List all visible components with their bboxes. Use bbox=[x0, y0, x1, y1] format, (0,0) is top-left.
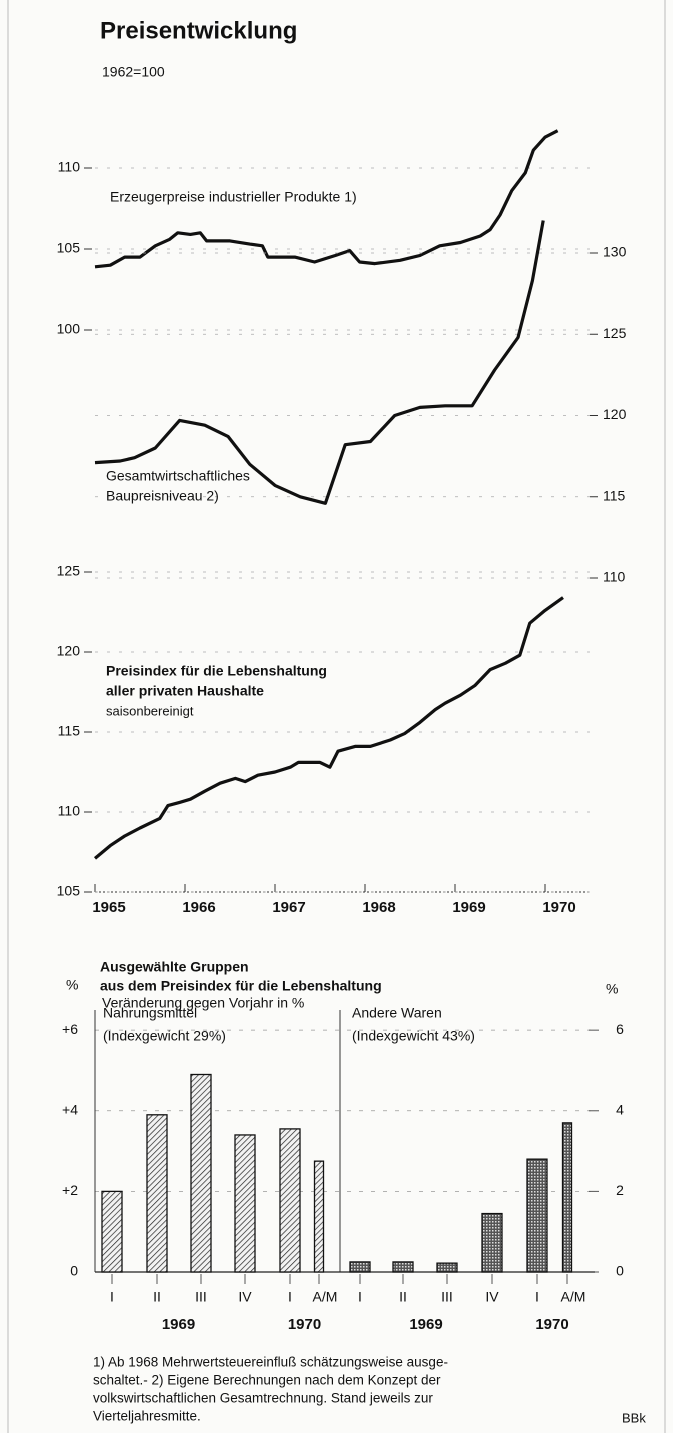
group-label: 1970 bbox=[288, 1316, 321, 1333]
unit-label: % bbox=[606, 981, 618, 997]
bar bbox=[436, 1262, 458, 1273]
y-tick-label: 120 bbox=[603, 406, 627, 422]
chart-subtitle: 1962=100 bbox=[102, 64, 165, 80]
panel-name: Nahrungsmittel bbox=[103, 1005, 197, 1021]
bar-title: Ausgewählte Gruppen bbox=[100, 959, 249, 975]
x-tick-label: II bbox=[399, 1289, 407, 1305]
group-label: 1970 bbox=[535, 1316, 568, 1333]
series-line bbox=[94, 220, 545, 505]
y-tick-label: 110 bbox=[58, 803, 81, 819]
bar bbox=[349, 1261, 371, 1273]
chart-title: Preisentwicklung bbox=[100, 17, 297, 44]
bar bbox=[561, 1122, 573, 1273]
x-tick-label: 1969 bbox=[452, 899, 485, 916]
series-line bbox=[93, 596, 564, 860]
footnote: volkswirtschaftlichen Gesamtrechnung. St… bbox=[93, 1391, 433, 1406]
panel-weight: (Indexgewicht 29%) bbox=[103, 1028, 226, 1044]
footnote: 1) Ab 1968 Mehrwertsteuereinfluß schätzu… bbox=[93, 1355, 448, 1370]
unit-label: % bbox=[66, 977, 78, 993]
x-tick-label: IV bbox=[238, 1289, 252, 1305]
footnote: schaltet.- 2) Eigene Berechnungen nach d… bbox=[93, 1373, 441, 1388]
x-tick-label: III bbox=[441, 1289, 453, 1305]
bar bbox=[526, 1158, 548, 1273]
panel-weight: (Indexgewicht 43%) bbox=[352, 1028, 475, 1044]
x-tick-label: I bbox=[358, 1289, 362, 1305]
bar bbox=[392, 1261, 414, 1273]
y-tick-label: +2 bbox=[62, 1182, 78, 1198]
y-tick-label: 125 bbox=[603, 325, 627, 341]
y-tick-label: 105 bbox=[57, 240, 81, 256]
y-tick-label: 115 bbox=[603, 487, 626, 503]
bar bbox=[101, 1190, 123, 1273]
x-tick-label: 1965 bbox=[92, 899, 125, 916]
y2-tick-label: 2 bbox=[616, 1182, 624, 1198]
x-tick-label: I bbox=[535, 1289, 539, 1305]
y2-tick-label: 6 bbox=[616, 1021, 624, 1037]
y-tick-label: 110 bbox=[58, 159, 81, 175]
source: BBk bbox=[622, 1410, 646, 1425]
bar-title: aus dem Preisindex für die Lebenshaltung bbox=[100, 978, 382, 994]
panel-name: Andere Waren bbox=[352, 1005, 442, 1021]
series-note: saisonbereinigt bbox=[106, 703, 194, 718]
bar bbox=[234, 1134, 256, 1273]
y2-tick-label: 4 bbox=[616, 1101, 624, 1117]
y-tick-label: 115 bbox=[58, 723, 81, 739]
series-label: aller privaten Haushalte bbox=[106, 683, 264, 699]
x-tick-label: A/M bbox=[313, 1289, 338, 1305]
y-tick-label: 105 bbox=[57, 883, 81, 899]
x-tick-label: I bbox=[288, 1289, 292, 1305]
x-tick-label: 1968 bbox=[362, 899, 395, 916]
y-tick-label: 0 bbox=[70, 1263, 78, 1279]
series-line bbox=[94, 129, 559, 269]
bar bbox=[190, 1073, 212, 1273]
series-label: Baupreisniveau 2) bbox=[106, 488, 219, 504]
y-tick-label: 110 bbox=[603, 569, 626, 585]
y-tick-label: 120 bbox=[57, 643, 81, 659]
series-label: Erzeugerpreise industrieller Produkte 1) bbox=[110, 189, 357, 205]
x-tick-label: 1966 bbox=[182, 899, 215, 916]
x-tick-label: II bbox=[153, 1289, 161, 1305]
group-label: 1969 bbox=[409, 1316, 442, 1333]
bar bbox=[313, 1160, 325, 1273]
x-tick-label: A/M bbox=[561, 1289, 586, 1305]
footnote: Vierteljahresmitte. bbox=[93, 1409, 201, 1424]
series-label: Gesamtwirtschaftliches bbox=[106, 468, 250, 484]
x-tick-label: III bbox=[195, 1289, 207, 1305]
series-label: Preisindex für die Lebenshaltung bbox=[106, 663, 327, 679]
y-tick-label: 125 bbox=[57, 563, 81, 579]
y-tick-label: 100 bbox=[57, 321, 81, 337]
group-label: 1969 bbox=[162, 1316, 195, 1333]
y-tick-label: 130 bbox=[603, 244, 627, 260]
x-tick-label: IV bbox=[485, 1289, 499, 1305]
y2-tick-label: 0 bbox=[616, 1263, 624, 1279]
bar-subtitle: Veränderung gegen Vorjahr in % bbox=[102, 995, 304, 1011]
x-tick-label: I bbox=[110, 1289, 114, 1305]
y-tick-label: +4 bbox=[62, 1101, 78, 1117]
x-tick-label: 1970 bbox=[542, 899, 575, 916]
y-tick-label: +6 bbox=[62, 1021, 78, 1037]
bar bbox=[146, 1114, 168, 1273]
bar bbox=[279, 1128, 301, 1273]
bar bbox=[481, 1212, 503, 1273]
x-tick-label: 1967 bbox=[272, 899, 305, 916]
